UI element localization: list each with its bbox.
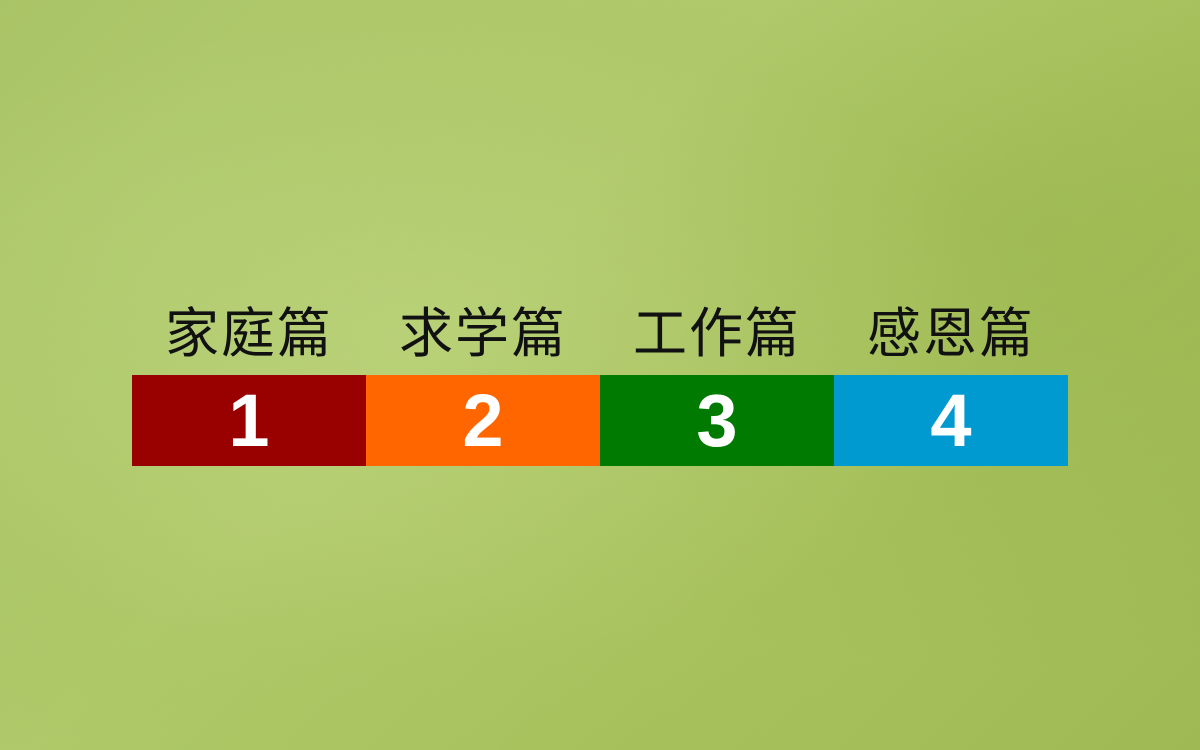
section-title-gratitude[interactable]: 感恩篇	[867, 302, 1035, 365]
section-number-2[interactable]: 2	[366, 375, 600, 466]
section-titles: 家庭篇 求学篇 工作篇 感恩篇	[132, 298, 1068, 370]
section-number-4[interactable]: 4	[834, 375, 1068, 466]
section-title-work[interactable]: 工作篇	[633, 302, 801, 365]
section-title-study[interactable]: 求学篇	[399, 302, 567, 365]
section-number-bar: 1 2 3 4	[132, 375, 1068, 466]
section-title-family[interactable]: 家庭篇	[165, 302, 333, 365]
section-number-1[interactable]: 1	[132, 375, 366, 466]
section-number-3[interactable]: 3	[600, 375, 834, 466]
